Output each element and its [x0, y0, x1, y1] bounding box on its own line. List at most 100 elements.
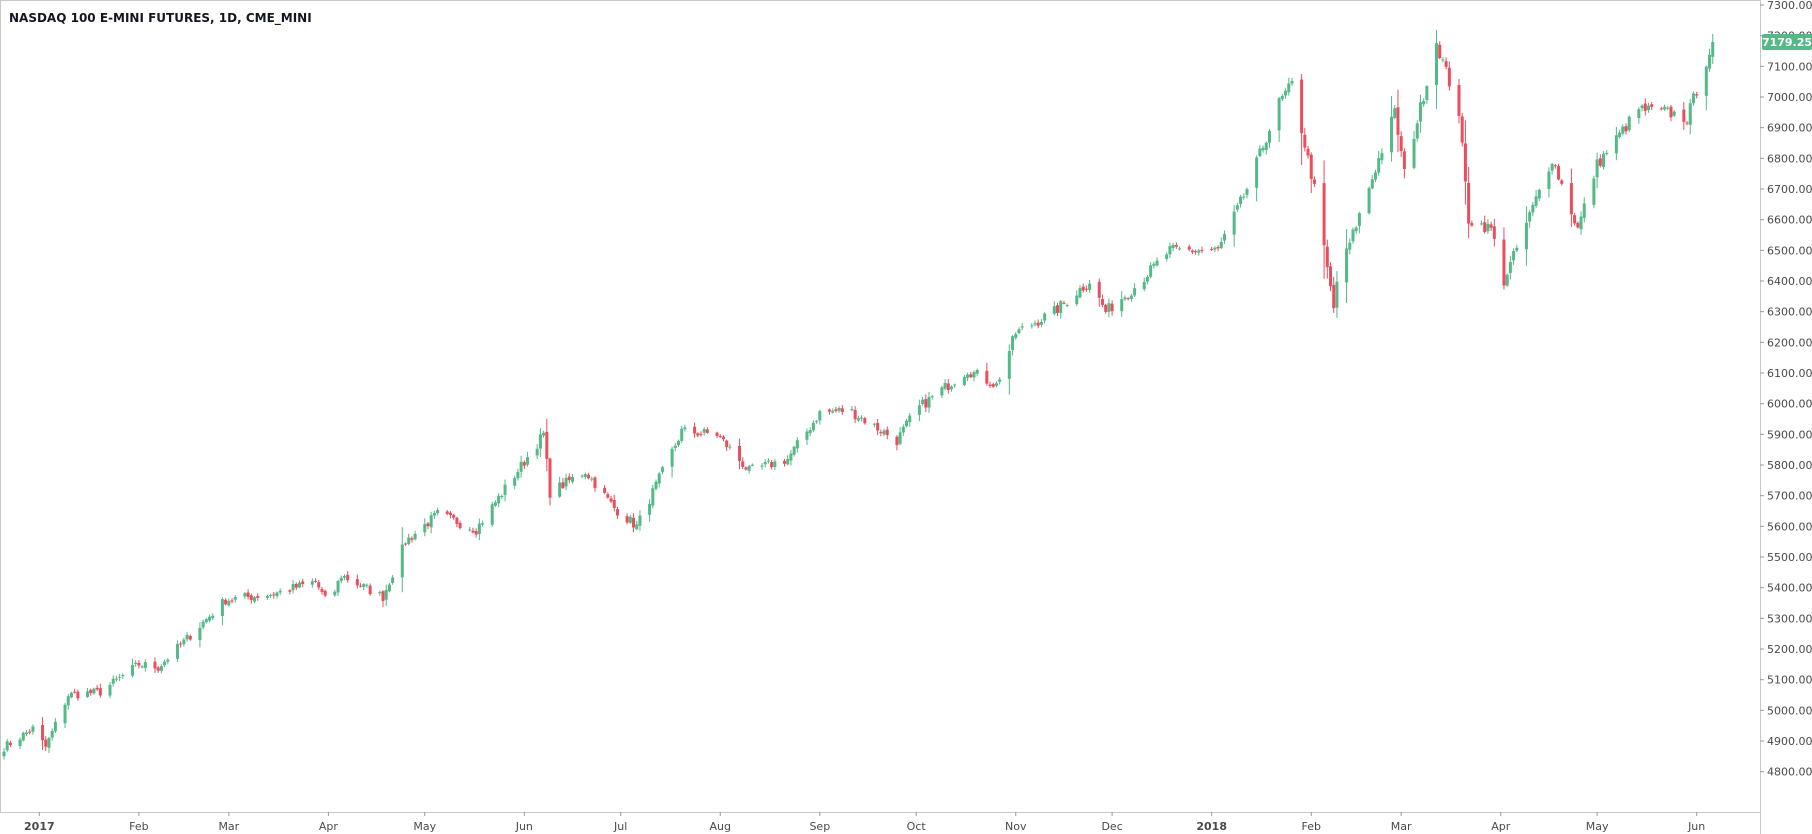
candle-body [185, 634, 189, 640]
candle-body [998, 379, 1002, 382]
candle-body [1650, 104, 1654, 107]
x-tick-label: Oct [907, 820, 927, 833]
candle [782, 458, 786, 467]
candle [747, 464, 751, 474]
candle [362, 583, 366, 591]
candle-body [1309, 154, 1313, 180]
candle [632, 513, 636, 533]
price-axis[interactable]: 4800.00 4900.00 5000.00 5100.00 5200.00 5300.… [1760, 0, 1812, 779]
candle-body [962, 376, 966, 385]
candle [901, 424, 905, 436]
y-tick-label: 7300.00 [1767, 0, 1812, 12]
candle [927, 391, 931, 413]
candle [28, 728, 32, 735]
candle [355, 574, 359, 589]
candle-body [436, 510, 440, 514]
candle [721, 435, 725, 442]
candle-body [638, 515, 642, 526]
candle-body [991, 384, 995, 387]
candle-body [1017, 329, 1021, 334]
candle [1165, 252, 1169, 262]
candle [201, 619, 205, 630]
candle [1223, 230, 1227, 244]
candle [670, 446, 674, 478]
candle [1332, 276, 1336, 313]
candle-body [1624, 126, 1628, 132]
candle [275, 591, 279, 599]
candle-body [1691, 93, 1695, 104]
candle [143, 659, 147, 672]
candle-body [1643, 103, 1647, 111]
candle [1335, 271, 1339, 318]
candle-body [230, 600, 234, 602]
candle [1435, 30, 1439, 109]
candle-body [593, 477, 597, 489]
candle-body [827, 409, 831, 412]
candle-body [468, 529, 472, 531]
candle [612, 494, 616, 512]
candle-body [702, 429, 706, 433]
candle-body [89, 689, 93, 694]
candle [834, 406, 838, 413]
candle [1107, 298, 1111, 318]
candle-body [1524, 222, 1528, 250]
candle [436, 507, 440, 516]
candle [1553, 163, 1557, 169]
candle-body [1110, 303, 1114, 312]
candle-body [1210, 248, 1214, 250]
candle-body [834, 409, 838, 412]
candle-body [580, 475, 584, 477]
candle [41, 717, 45, 750]
candle [1258, 144, 1262, 158]
candle [1056, 302, 1060, 317]
candle [73, 688, 77, 694]
x-tick-label: May [1586, 820, 1609, 833]
candle-body [1039, 321, 1043, 325]
candle [603, 485, 607, 495]
y-tick-label: 6300.00 [1767, 306, 1812, 319]
y-tick-label: 6900.00 [1767, 122, 1812, 135]
candle-body [1155, 260, 1159, 266]
candle [317, 579, 321, 590]
y-tick-label: 6200.00 [1767, 336, 1812, 349]
candle [400, 527, 404, 593]
candle [1194, 249, 1198, 255]
candle-body [400, 544, 404, 578]
plot-frame [0, 0, 1761, 813]
candle-body [1261, 147, 1265, 151]
candle-body [583, 474, 587, 478]
candle-body [680, 428, 684, 441]
candle [314, 578, 318, 583]
candle-body [432, 512, 436, 516]
candle [657, 471, 661, 488]
candle [895, 435, 899, 451]
candle-body [1216, 247, 1220, 249]
candle [1393, 105, 1397, 120]
candle [818, 409, 822, 425]
candle [580, 474, 584, 479]
candle [269, 593, 273, 598]
candle [301, 578, 305, 588]
x-tick-label: Sep [809, 820, 830, 833]
candle-body [1402, 151, 1406, 169]
candle-body [1435, 43, 1439, 86]
candle-body [1075, 295, 1079, 305]
candle-body [233, 597, 237, 600]
candle [831, 408, 835, 414]
candle [1486, 219, 1490, 234]
candle [1682, 102, 1686, 130]
candle-body [1033, 323, 1037, 325]
candle-body [1463, 143, 1467, 182]
candle [1691, 91, 1695, 106]
candle-body [1422, 100, 1426, 105]
candle-body [503, 484, 507, 496]
candle [625, 513, 629, 525]
candle-body [1569, 183, 1573, 215]
x-tick-label: Nov [1005, 820, 1027, 833]
candle [1489, 221, 1493, 231]
candle [811, 420, 815, 433]
candle-body [1438, 44, 1442, 59]
time-axis[interactable]: 2017 Feb Mar Apr May Jun Jul Aug Sep Oct Nov Dec 201… [24, 812, 1705, 833]
candle-body [763, 462, 767, 465]
